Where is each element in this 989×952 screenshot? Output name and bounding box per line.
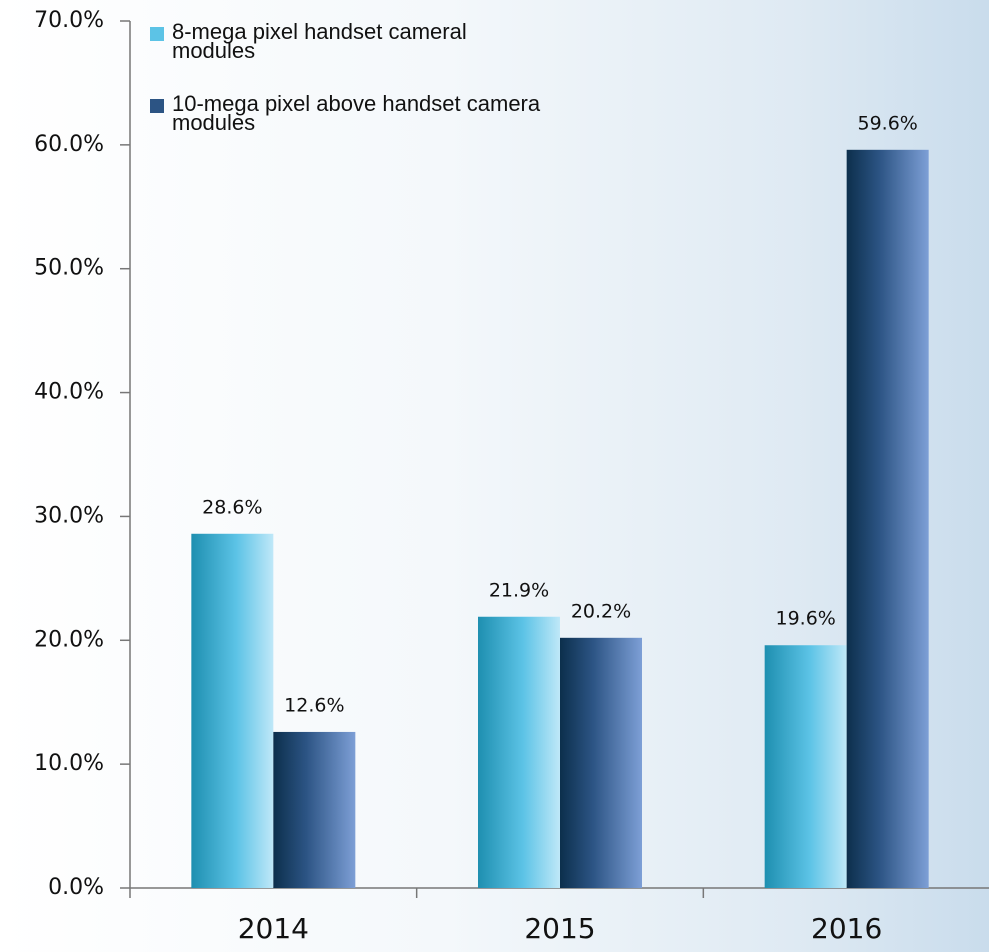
y-tick-label: 20.0% [34, 627, 104, 652]
bar [273, 731, 356, 888]
bar [191, 533, 274, 888]
legend-label: 10-mega pixel above handset camera modul… [172, 91, 541, 135]
bar [846, 149, 929, 889]
y-tick-label: 30.0% [34, 503, 104, 528]
y-tick-label: 10.0% [34, 751, 104, 776]
x-tick-label: 2016 [811, 912, 882, 945]
value-label: 12.6% [284, 694, 344, 716]
y-tick-label: 40.0% [34, 380, 104, 405]
legend-label: 8-mega pixel handset cameral modules [172, 19, 467, 63]
x-tick-label: 2015 [524, 912, 595, 945]
y-tick-label: 70.0% [34, 8, 104, 33]
y-tick-label: 0.0% [48, 875, 104, 900]
value-label: 19.6% [775, 608, 835, 630]
value-label: 59.6% [857, 112, 917, 134]
legend-swatch [150, 99, 164, 113]
bar [478, 616, 560, 888]
legend-swatch [150, 27, 164, 41]
value-label: 21.9% [489, 579, 549, 601]
bar [560, 637, 642, 888]
value-label: 20.2% [571, 600, 631, 622]
value-label: 28.6% [202, 496, 262, 518]
y-tick-label: 60.0% [34, 132, 104, 157]
bar [764, 645, 847, 888]
x-tick-label: 2014 [238, 912, 309, 945]
y-tick-label: 50.0% [34, 256, 104, 281]
